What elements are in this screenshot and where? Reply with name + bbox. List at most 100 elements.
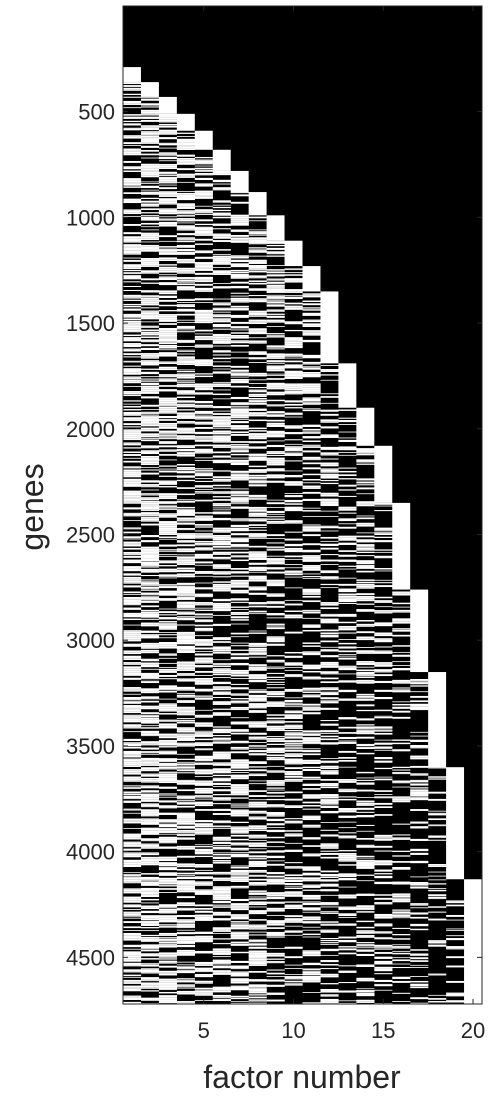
heatmap-cell [140, 902, 160, 904]
heatmap-cell [212, 986, 231, 989]
heatmap-cell [248, 795, 267, 797]
heatmap-cell [194, 804, 213, 807]
heatmap-cell [212, 998, 231, 1000]
heatmap-cell [194, 641, 213, 643]
heatmap-cell [266, 783, 285, 785]
heatmap-cell [140, 705, 160, 708]
heatmap-cell [212, 728, 231, 730]
heatmap-cell [158, 523, 178, 526]
heatmap-cell [392, 911, 411, 914]
heatmap-cell [158, 375, 178, 377]
heatmap-cell [123, 945, 142, 948]
heatmap-cell [158, 554, 178, 556]
heatmap-cell [212, 933, 231, 934]
heatmap-cell [248, 871, 267, 873]
heatmap-cell [212, 758, 231, 760]
heatmap-cell [446, 914, 465, 917]
heatmap-cell [392, 976, 411, 980]
heatmap-cell [123, 862, 142, 865]
heatmap-cell [140, 954, 160, 957]
heatmap-cell [266, 841, 285, 843]
heatmap-cell [212, 757, 231, 759]
heatmap-cell [158, 212, 178, 215]
heatmap-cell [266, 463, 285, 466]
heatmap-cell [266, 850, 285, 853]
heatmap-cell [194, 716, 213, 718]
heatmap-cell [320, 614, 339, 617]
heatmap-cell [176, 919, 195, 921]
heatmap-cell [140, 137, 160, 139]
heatmap-cell [284, 354, 303, 356]
heatmap-cell [356, 824, 375, 826]
heatmap-cell [284, 976, 303, 977]
heatmap-cell [320, 784, 339, 787]
heatmap-cell [338, 917, 357, 918]
heatmap-cell [212, 826, 231, 828]
heatmap-cell [158, 408, 178, 411]
heatmap-cell [302, 510, 321, 512]
heatmap-cell [176, 508, 195, 510]
heatmap-cell [176, 534, 195, 537]
heatmap-cell [230, 365, 249, 367]
heatmap-cell [284, 483, 303, 485]
heatmap-cell [392, 947, 411, 948]
heatmap-cell [302, 689, 321, 691]
heatmap-cell [194, 732, 213, 734]
heatmap-cell [284, 699, 303, 703]
heatmap-cell [176, 340, 195, 343]
heatmap-cell [302, 759, 321, 762]
heatmap-cell [194, 872, 213, 875]
heatmap-cell [123, 929, 142, 931]
heatmap-cell [248, 875, 267, 877]
heatmap-cell [176, 766, 195, 768]
heatmap-cell [158, 344, 178, 347]
heatmap-cell [356, 942, 375, 944]
heatmap-cell [194, 951, 213, 954]
heatmap-cell [284, 982, 303, 984]
heatmap-cell [194, 674, 213, 676]
heatmap-cell [374, 894, 393, 896]
heatmap-cell [446, 992, 465, 994]
heatmap-cell [302, 354, 321, 356]
heatmap-cell [194, 485, 213, 488]
heatmap-cell [356, 838, 375, 840]
heatmap-cell [230, 952, 249, 954]
heatmap-cell [320, 559, 339, 562]
factor-column-5 [194, 130, 213, 1001]
heatmap-cell [266, 601, 285, 604]
heatmap-cell [140, 918, 160, 921]
heatmap-cell [266, 815, 285, 817]
heatmap-cell [230, 229, 249, 232]
heatmap-cell [248, 799, 267, 801]
heatmap-cell [392, 950, 411, 952]
factor-column-12 [320, 291, 339, 1005]
heatmap-cell [212, 681, 231, 683]
heatmap-cell [266, 727, 285, 728]
heatmap-cell [176, 261, 195, 264]
heatmap-cell [212, 665, 231, 667]
heatmap-cell [374, 505, 393, 507]
heatmap-cell [392, 691, 411, 693]
heatmap-cell [410, 739, 429, 743]
heatmap-cell [140, 594, 160, 596]
y-tick-label: 3000 [66, 628, 115, 653]
heatmap-cell [158, 878, 178, 880]
heatmap-cell [158, 346, 178, 349]
heatmap-cell [158, 561, 178, 563]
heatmap-cell [248, 851, 267, 853]
heatmap-cell [266, 740, 285, 743]
heatmap-cell [230, 571, 249, 574]
factor-column-17 [410, 589, 429, 1004]
heatmap-cell [176, 575, 195, 578]
heatmap-cell [392, 772, 411, 774]
heatmap-cell [176, 720, 195, 722]
heatmap-cell [140, 175, 160, 178]
heatmap-cell [158, 182, 178, 184]
heatmap-cell [428, 973, 447, 975]
heatmap-cell [374, 639, 393, 643]
heatmap-cell [284, 448, 303, 451]
heatmap-cell [140, 921, 160, 924]
heatmap-cell [374, 624, 393, 627]
heatmap-cell [266, 855, 285, 859]
heatmap-cell [230, 239, 249, 241]
